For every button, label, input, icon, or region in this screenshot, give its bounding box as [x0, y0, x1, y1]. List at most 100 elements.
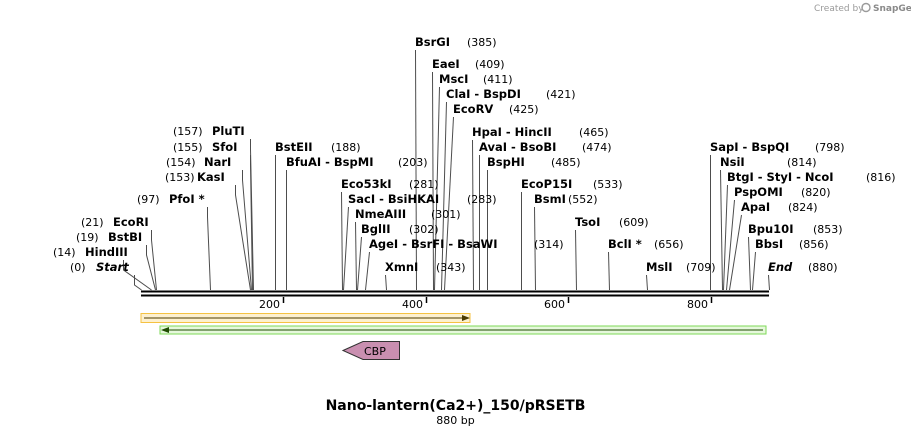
site-name-xmni[interactable]: XmnI [385, 260, 418, 274]
cut-line-ecori [151, 230, 157, 291]
site-name-nmeaiii[interactable]: NmeAIII [355, 207, 406, 221]
site-position-bstbi: (19) [76, 231, 99, 244]
cut-line-msci [434, 86, 440, 291]
site-name-bbsi[interactable]: BbsI [755, 237, 783, 251]
site-name-bglii[interactable]: BglII [361, 222, 391, 236]
site-name-apai[interactable]: ApaI [741, 200, 770, 214]
site-position-bbsi: (856) [799, 238, 829, 251]
site-position-nari: (154) [166, 156, 196, 169]
cut-line-hindiii [123, 260, 152, 291]
site-name-ecori[interactable]: EcoRI [113, 215, 149, 229]
site-position-bfuaibspmi: (203) [398, 156, 428, 169]
site-name-claibspdi[interactable]: ClaI - BspDI [446, 87, 521, 101]
site-name-bsrgi[interactable]: BsrGI [415, 35, 450, 49]
site-position-ageibsrfibsawi: (314) [534, 238, 564, 251]
site-name-bpu10i[interactable]: Bpu10I [748, 222, 793, 236]
site-position-hpaihincii: (465) [579, 126, 609, 139]
ruler: 200 400 600 800 [259, 297, 713, 311]
site-position-end: (880) [808, 261, 838, 274]
site-position-ecorv: (425) [509, 103, 539, 116]
credit-text: Created by [814, 4, 864, 14]
site-position-sapibspqi: (798) [815, 141, 845, 154]
tick-label-400: 400 [402, 298, 423, 311]
feature-green[interactable] [159, 325, 767, 335]
site-name-ageibsrfibsawi[interactable]: AgeI - BsrFI - BsaWI [369, 237, 498, 251]
site-position-pluti: (157) [173, 125, 203, 138]
site-name-end[interactable]: End [768, 260, 793, 274]
backbone-top-strand [141, 290, 769, 293]
cut-line-tsoi [575, 229, 577, 291]
site-position-apai: (824) [788, 201, 818, 214]
cut-line-ageibsrfibsawi [365, 251, 370, 291]
site-name-msli[interactable]: MslI [646, 260, 673, 274]
site-name-ecorv[interactable]: EcoRV [453, 102, 493, 116]
site-name-pspomi[interactable]: PspOMI [734, 185, 783, 199]
site-name-bcli[interactable]: BclI * [608, 237, 642, 251]
site-name-sacibsihkai[interactable]: SacI - BsiHKAI [348, 192, 439, 206]
site-position-bsmi: (552) [568, 193, 598, 206]
site-name-start[interactable]: Start [96, 260, 129, 274]
site-position-bsrgi: (385) [467, 36, 497, 49]
site-name-bsphi[interactable]: BspHI [487, 155, 525, 169]
cut-line-bglii [357, 236, 362, 291]
site-position-eaei: (409) [475, 58, 505, 71]
cut-line-nari [242, 170, 252, 291]
site-name-msci[interactable]: MscI [439, 72, 468, 86]
cut-line-eco53ki [341, 191, 343, 291]
site-name-kasi[interactable]: KasI [197, 170, 225, 184]
site-position-ecop15i: (533) [593, 178, 623, 191]
site-name-pluti[interactable]: PluTI [212, 124, 245, 138]
site-name-ecop15i[interactable]: EcoP15I [521, 177, 572, 191]
cut-line-pluti [250, 139, 254, 291]
cut-line-bcli [608, 251, 610, 291]
site-name-bsmi[interactable]: BsmI [534, 192, 566, 206]
site-name-bfuaibspmi[interactable]: BfuAI - BspMI [286, 155, 373, 169]
site-position-claibspdi: (421) [546, 88, 576, 101]
snapgene-logo-icon [861, 2, 871, 13]
cut-line-eaei [432, 71, 434, 291]
arrow-right-icon [462, 315, 470, 321]
site-position-sfoi: (155) [173, 141, 203, 154]
cut-line-xmni [385, 274, 387, 291]
site-name-hpaihincii[interactable]: HpaI - HincII [472, 125, 552, 139]
site-position-bsteii: (188) [331, 141, 361, 154]
tick-label-800: 800 [687, 298, 708, 311]
cut-line-pfoi [207, 207, 211, 291]
site-position-eco53ki: (281) [409, 178, 439, 191]
site-name-tsoi[interactable]: TsoI [575, 215, 600, 229]
site-name-eco53ki[interactable]: Eco53kI [341, 177, 392, 191]
site-name-nsii[interactable]: NsiI [720, 155, 745, 169]
cut-line-end [768, 274, 770, 291]
site-name-nari[interactable]: NarI [204, 155, 231, 169]
cut-line-nsii [720, 169, 723, 291]
tick-label-600: 600 [544, 298, 565, 311]
site-position-hindiii: (14) [53, 246, 76, 259]
site-position-msli: (709) [686, 261, 716, 274]
site-position-xmni: (343) [436, 261, 466, 274]
feature-cbp[interactable]: CBP [341, 341, 400, 360]
site-position-bpu10i: (853) [813, 223, 843, 236]
cut-line-nmeaiii [355, 221, 357, 291]
site-name-avaibsobi[interactable]: AvaI - BsoBI [479, 140, 556, 154]
site-name-bstbi[interactable]: BstBI [108, 230, 142, 244]
site-name-hindiii[interactable]: HindIII [85, 245, 128, 259]
feature-orange[interactable] [140, 313, 471, 323]
site-position-kasi: (153) [165, 171, 195, 184]
site-name-eaei[interactable]: EaeI [432, 57, 460, 71]
site-position-nsii: (814) [787, 156, 817, 169]
cut-line-hpaihincii [472, 139, 474, 291]
site-position-tsoi: (609) [619, 216, 649, 229]
site-name-sapibspqi[interactable]: SapI - BspQI [710, 140, 789, 154]
site-position-bcli: (656) [654, 238, 684, 251]
site-name-btgistyincoi[interactable]: BtgI - StyI - NcoI [727, 170, 834, 184]
site-name-sfoi[interactable]: SfoI [212, 140, 237, 154]
site-name-bsteii[interactable]: BstEII [275, 140, 313, 154]
cut-line-btgistyincoi [723, 184, 728, 291]
cut-line-sacibsihkai [343, 206, 349, 291]
site-position-btgistyincoi: (816) [866, 171, 896, 184]
site-name-pfoi[interactable]: PfoI * [169, 192, 205, 206]
cut-line-bsrgi [415, 49, 417, 291]
cut-line-bstbi [146, 245, 156, 291]
cut-site-lines [123, 49, 770, 291]
